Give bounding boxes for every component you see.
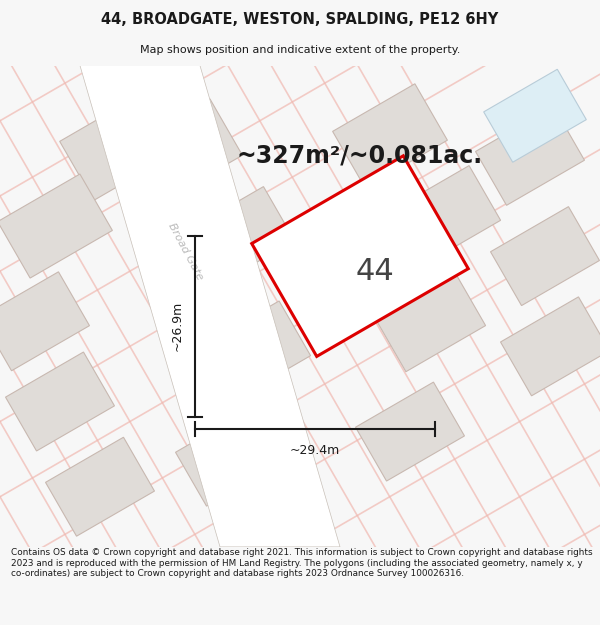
Polygon shape <box>80 66 340 547</box>
Polygon shape <box>389 166 500 266</box>
Text: ~26.9m: ~26.9m <box>170 301 184 351</box>
Polygon shape <box>185 187 295 286</box>
Polygon shape <box>500 297 600 396</box>
Polygon shape <box>46 438 154 536</box>
Polygon shape <box>128 99 242 203</box>
Polygon shape <box>374 271 485 372</box>
Polygon shape <box>5 352 115 451</box>
Polygon shape <box>332 84 448 188</box>
Text: ~29.4m: ~29.4m <box>290 444 340 457</box>
Polygon shape <box>59 91 181 201</box>
Polygon shape <box>0 174 112 278</box>
Text: Broad Gate: Broad Gate <box>166 221 204 281</box>
Text: 44: 44 <box>356 257 394 286</box>
Polygon shape <box>176 407 284 506</box>
Text: Map shows position and indicative extent of the property.: Map shows position and indicative extent… <box>140 44 460 54</box>
Polygon shape <box>484 69 586 162</box>
Polygon shape <box>0 272 89 371</box>
Text: 44, BROADGATE, WESTON, SPALDING, PE12 6HY: 44, BROADGATE, WESTON, SPALDING, PE12 6H… <box>101 12 499 27</box>
Polygon shape <box>476 106 584 206</box>
Polygon shape <box>199 301 311 402</box>
Text: Contains OS data © Crown copyright and database right 2021. This information is : Contains OS data © Crown copyright and d… <box>11 549 592 578</box>
Polygon shape <box>491 207 599 306</box>
Polygon shape <box>356 382 464 481</box>
Text: ~327m²/~0.081ac.: ~327m²/~0.081ac. <box>237 144 483 168</box>
Polygon shape <box>252 156 468 356</box>
